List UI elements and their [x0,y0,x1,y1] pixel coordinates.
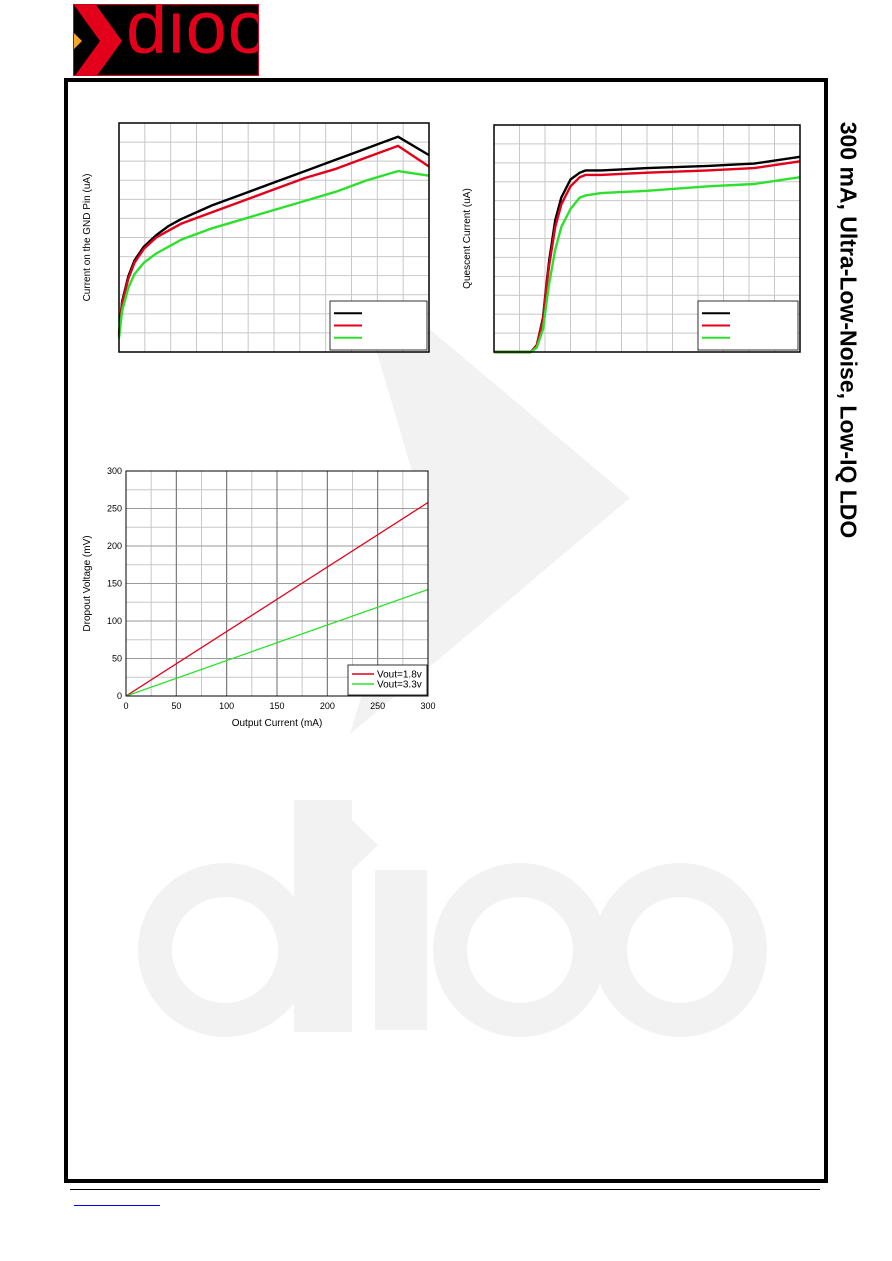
watermark-letter-i [375,870,427,1030]
footer-link-underline[interactable] [74,1205,160,1206]
watermark-letter-d-bowl [138,863,312,1037]
watermark-letter-o2 [593,863,767,1037]
side-title-text: 300 mA, Ultra-Low-Noise, Low-IQ LDO [835,121,862,539]
brand-logo: dioo [73,4,259,76]
content-frame [64,78,828,1183]
logo-chevron-icon [74,5,122,75]
logo-text: dioo [126,4,259,69]
watermark-letter-o1 [433,863,607,1037]
watermark-i-chevron [352,820,378,870]
footer-rule [70,1189,820,1190]
